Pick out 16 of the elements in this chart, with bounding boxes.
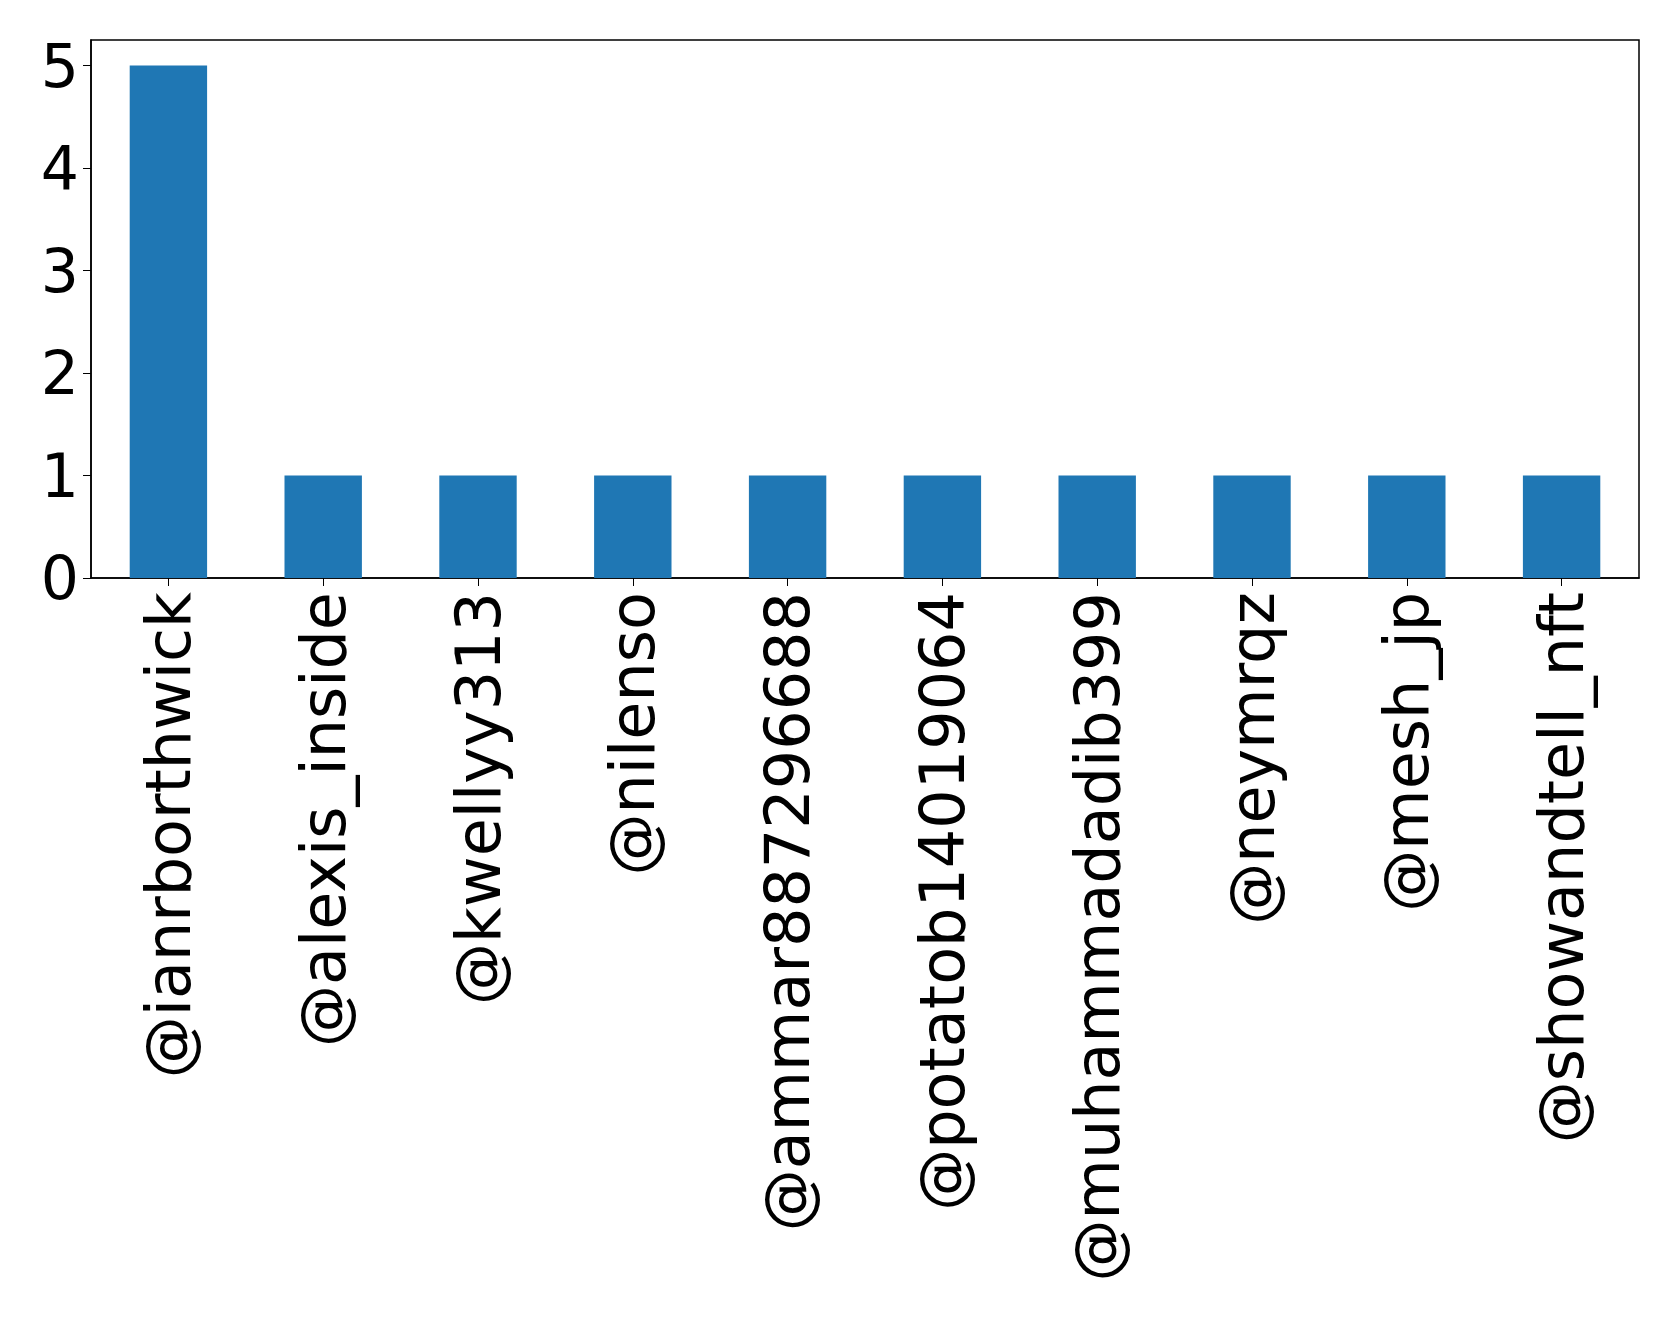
x-tick-label: @kwellyy313 bbox=[441, 592, 515, 1005]
y-tick-label: 3 bbox=[40, 235, 79, 306]
y-tick-label: 2 bbox=[40, 338, 79, 409]
x-tick-label: @nilenso bbox=[596, 592, 670, 876]
x-tick-label: @alexis_inside bbox=[286, 592, 360, 1048]
x-tick-label: @muhammadadib399 bbox=[1060, 592, 1134, 1282]
x-tick-label: @potatob14019064 bbox=[905, 592, 979, 1211]
x-tick-label: @mesh_jp bbox=[1370, 592, 1444, 912]
y-tick-label: 1 bbox=[40, 440, 79, 511]
y-tick-label: 4 bbox=[40, 133, 79, 204]
y-tick-label: 0 bbox=[40, 543, 79, 613]
x-tick-label: @ianrborthwick bbox=[131, 591, 205, 1079]
x-tick-label: @neymrqz bbox=[1215, 592, 1289, 925]
x-tick-label: @ammar887296688 bbox=[751, 592, 825, 1232]
y-tick-label: 5 bbox=[40, 30, 79, 101]
x-tick-label: @showandtell_nft bbox=[1525, 592, 1599, 1144]
